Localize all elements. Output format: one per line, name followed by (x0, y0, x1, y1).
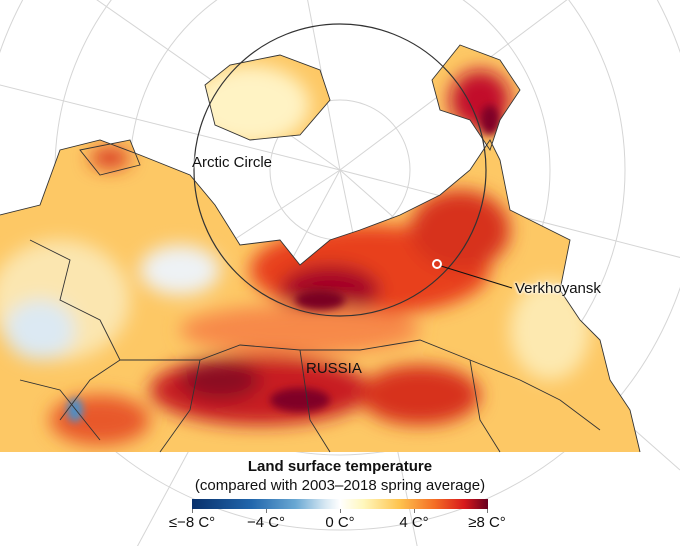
legend-title: Land surface temperature (247, 458, 433, 475)
russia-label: RUSSIA (306, 360, 362, 377)
arctic-circle-line (193, 23, 487, 317)
legend-tick-label: ≤−8 C° (168, 514, 216, 531)
legend-tick (266, 509, 267, 513)
land-surface (0, 45, 640, 452)
country-borders (0, 44, 641, 453)
verkhoyansk-label: Verkhoyansk (515, 280, 601, 297)
legend-tick-label: −4 C° (246, 514, 286, 531)
legend-subtitle: (compared with 2003–2018 spring average) (194, 477, 486, 494)
verkhoyansk-leader-line (440, 265, 513, 289)
verkhoyansk-marker (432, 259, 442, 269)
legend-tick (487, 509, 488, 513)
legend-color-bar (192, 499, 488, 509)
legend-tick-label: 0 C° (325, 514, 355, 531)
legend-tick (414, 509, 415, 513)
arctic-circle-label: Arctic Circle (192, 154, 273, 171)
legend-tick-label: 4 C° (399, 514, 429, 531)
legend-tick (340, 509, 341, 513)
legend-tick-label: ≥8 C° (468, 514, 506, 531)
legend-tick (192, 509, 193, 513)
